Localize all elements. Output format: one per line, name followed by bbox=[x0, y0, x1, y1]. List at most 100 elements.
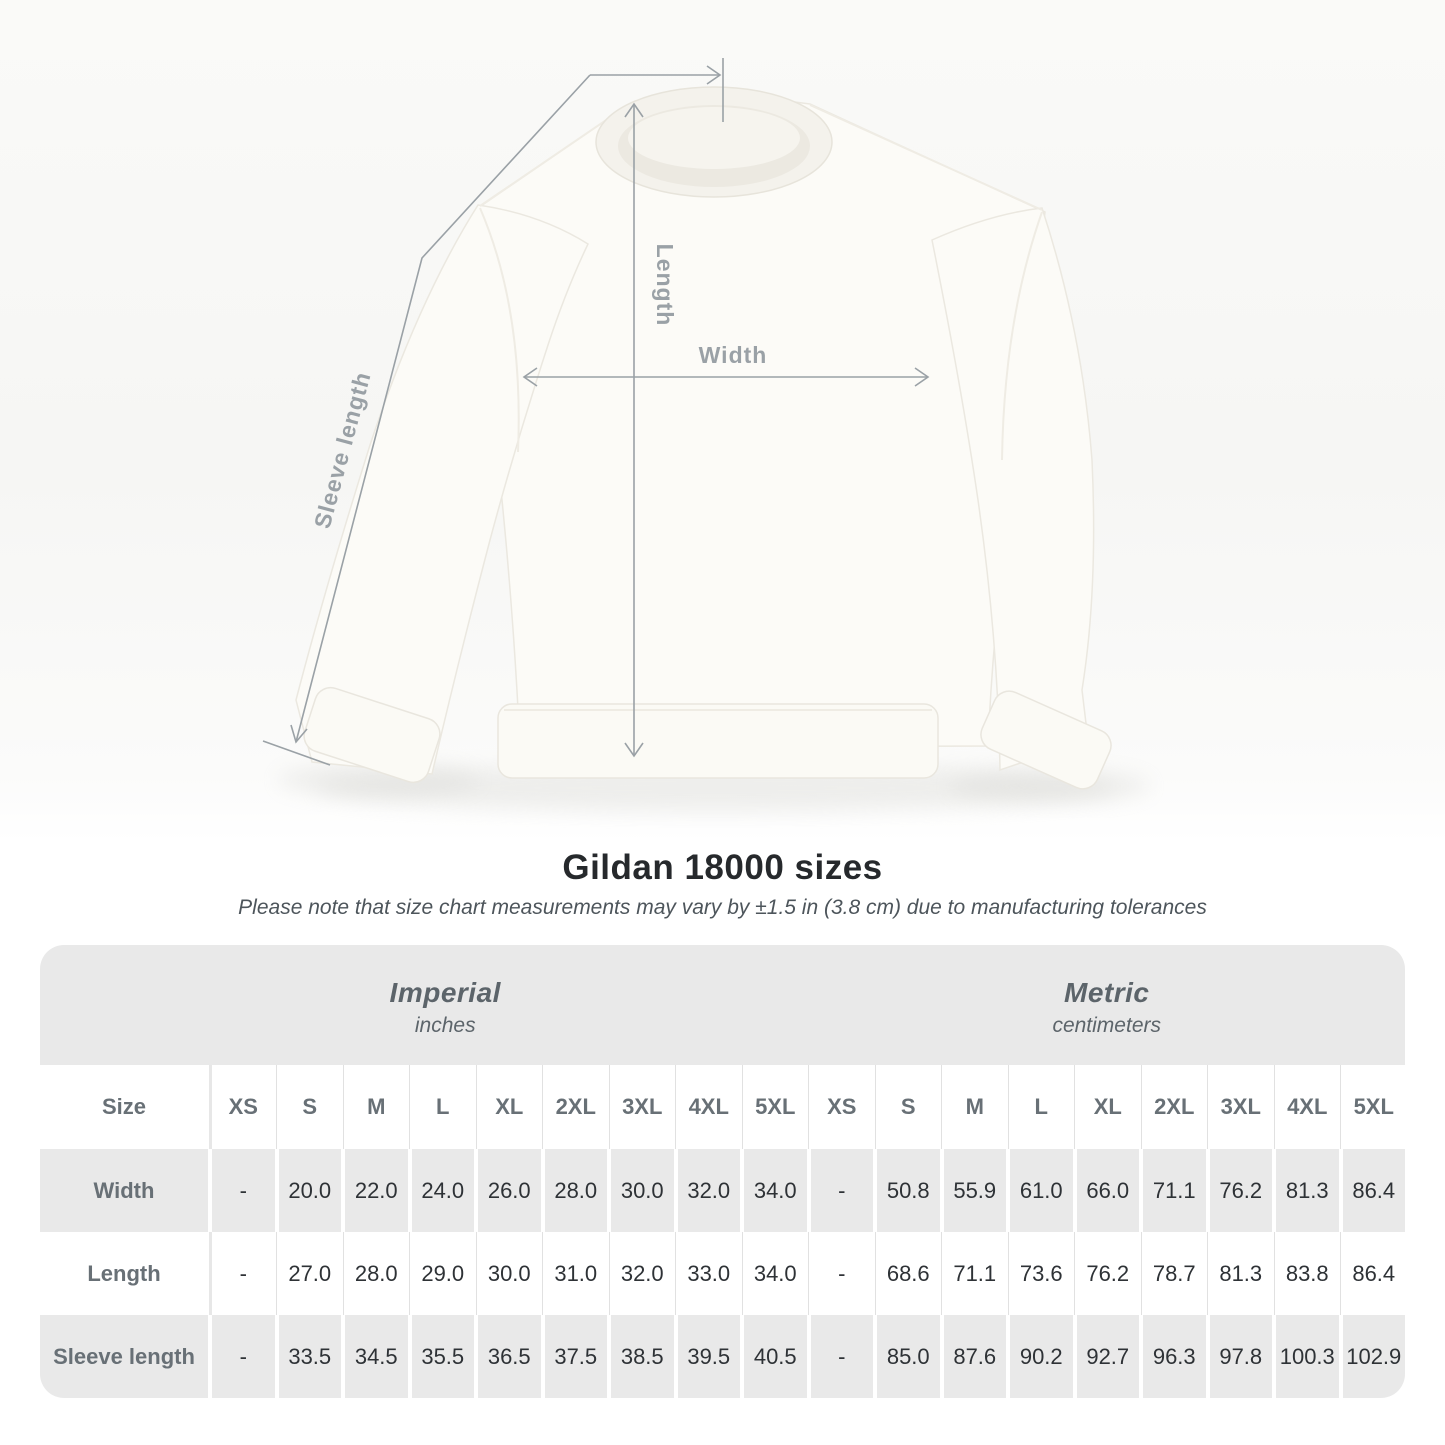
metric-value: 85.0 bbox=[877, 1315, 940, 1398]
metric-value: - bbox=[810, 1315, 873, 1398]
imperial-value: 33.5 bbox=[278, 1315, 341, 1398]
imperial-value: 22.0 bbox=[345, 1149, 408, 1232]
metric-size-header: 4XL bbox=[1276, 1065, 1341, 1149]
imperial-value: 40.5 bbox=[744, 1315, 807, 1398]
imperial-size-header: L bbox=[411, 1065, 476, 1149]
size-column-header: Size bbox=[40, 1065, 212, 1149]
imperial-value: 28.0 bbox=[544, 1149, 607, 1232]
metric-value: 87.6 bbox=[943, 1315, 1006, 1398]
sweatshirt-illustration: Length Width Sleeve length bbox=[0, 0, 1445, 842]
metric-value: 78.7 bbox=[1143, 1232, 1208, 1315]
metric-value: 100.3 bbox=[1276, 1315, 1339, 1398]
metric-size-header: 5XL bbox=[1342, 1065, 1405, 1149]
size-grid: Size XS S M L XL 2XL 3XL 4XL 5XL XS S M L XL 2XL 3XL 4XL 5… bbox=[40, 1065, 1405, 1398]
imperial-value: - bbox=[212, 1232, 277, 1315]
imperial-value: 30.0 bbox=[478, 1232, 543, 1315]
imperial-value: 33.0 bbox=[677, 1232, 742, 1315]
title-block: Gildan 18000 sizes Please note that size… bbox=[0, 848, 1445, 921]
sweatshirt-body bbox=[477, 97, 1046, 779]
metric-size-header: 2XL bbox=[1143, 1065, 1208, 1149]
imperial-size-header: 3XL bbox=[611, 1065, 676, 1149]
measurement-row: Sleeve length -33.5 34.5 35.5 36.5 37.5 38.5 39… bbox=[40, 1315, 1405, 1398]
metric-size-header: M bbox=[943, 1065, 1008, 1149]
metric-value: 55.9 bbox=[943, 1149, 1006, 1232]
metric-size-header: XL bbox=[1076, 1065, 1141, 1149]
metric-size-header: 3XL bbox=[1209, 1065, 1274, 1149]
imperial-value: 37.5 bbox=[544, 1315, 607, 1398]
metric-value: 97.8 bbox=[1209, 1315, 1272, 1398]
metric-value: 66.0 bbox=[1076, 1149, 1139, 1232]
sleeve-length-line bbox=[262, 58, 724, 766]
imperial-value: 32.0 bbox=[611, 1232, 676, 1315]
imperial-value: 27.0 bbox=[278, 1232, 343, 1315]
metric-value: 76.2 bbox=[1209, 1149, 1272, 1232]
metric-value: 73.6 bbox=[1010, 1232, 1075, 1315]
row-label: Width bbox=[40, 1149, 208, 1232]
measurement-row: Length -27.0 28.0 29.0 30.0 31.0 32.0 33.0 34.0-… bbox=[40, 1232, 1405, 1315]
imperial-value: - bbox=[212, 1149, 275, 1232]
imperial-value: 30.0 bbox=[611, 1149, 674, 1232]
metric-value: 96.3 bbox=[1143, 1315, 1206, 1398]
imperial-size-header: 5XL bbox=[744, 1065, 809, 1149]
imperial-title: Imperial bbox=[389, 976, 501, 1008]
metric-value: 50.8 bbox=[877, 1149, 940, 1232]
length-arrow bbox=[624, 102, 644, 758]
imperial-value: 35.5 bbox=[411, 1315, 474, 1398]
imperial-size-header: XS bbox=[212, 1065, 277, 1149]
imperial-value: 26.0 bbox=[478, 1149, 541, 1232]
metric-value: 86.4 bbox=[1342, 1149, 1405, 1232]
width-label: Width bbox=[699, 342, 768, 368]
metric-value: 92.7 bbox=[1076, 1315, 1139, 1398]
metric-value: 81.3 bbox=[1209, 1232, 1274, 1315]
imperial-value: 38.5 bbox=[611, 1315, 674, 1398]
metric-value: 86.4 bbox=[1342, 1232, 1405, 1315]
metric-value: 83.8 bbox=[1276, 1232, 1341, 1315]
metric-value: 71.1 bbox=[1143, 1149, 1206, 1232]
width-arrow bbox=[522, 367, 930, 387]
metric-value: - bbox=[810, 1232, 875, 1315]
metric-value: - bbox=[810, 1149, 873, 1232]
measurement-annotations bbox=[262, 58, 930, 766]
metric-value: 76.2 bbox=[1076, 1232, 1141, 1315]
row-label: Length bbox=[40, 1232, 212, 1315]
page-title: Gildan 18000 sizes bbox=[562, 848, 883, 887]
row-label: Sleeve length bbox=[40, 1315, 208, 1398]
left-cuff bbox=[303, 686, 441, 784]
imperial-value: - bbox=[212, 1315, 275, 1398]
product-measurement-diagram: Length Width Sleeve length bbox=[0, 0, 1445, 842]
imperial-value: 24.0 bbox=[411, 1149, 474, 1232]
measurement-row: Width -20.0 22.0 24.0 26.0 28.0 30.0 32.0 34.0-5… bbox=[40, 1149, 1405, 1232]
imperial-value: 34.0 bbox=[744, 1149, 807, 1232]
metric-value: 81.3 bbox=[1276, 1149, 1339, 1232]
imperial-value: 20.0 bbox=[278, 1149, 341, 1232]
imperial-value: 34.0 bbox=[744, 1232, 809, 1315]
metric-value: 68.6 bbox=[877, 1232, 942, 1315]
imperial-size-header: 2XL bbox=[544, 1065, 609, 1149]
size-table: Imperial inches Metric centimeters Size X… bbox=[40, 945, 1405, 1398]
imperial-header: Imperial inches bbox=[40, 945, 808, 1065]
metric-value: 61.0 bbox=[1010, 1149, 1073, 1232]
metric-size-header: L bbox=[1010, 1065, 1075, 1149]
imperial-value: 28.0 bbox=[345, 1232, 410, 1315]
metric-value: 71.1 bbox=[943, 1232, 1008, 1315]
imperial-value: 34.5 bbox=[345, 1315, 408, 1398]
imperial-value: 32.0 bbox=[677, 1149, 740, 1232]
metric-size-header: XS bbox=[810, 1065, 875, 1149]
right-cuff bbox=[980, 690, 1112, 790]
imperial-size-header: M bbox=[345, 1065, 410, 1149]
armhole-seams bbox=[479, 104, 1043, 461]
unit-header-band: Imperial inches Metric centimeters bbox=[40, 945, 1405, 1065]
imperial-size-header: XL bbox=[478, 1065, 543, 1149]
hem-band bbox=[497, 703, 939, 779]
tolerance-note: Please note that size chart measurements… bbox=[238, 896, 1207, 919]
metric-header: Metric centimeters bbox=[808, 945, 1405, 1065]
length-label: Length bbox=[652, 244, 678, 327]
imperial-size-header: 4XL bbox=[677, 1065, 742, 1149]
imperial-value: 29.0 bbox=[411, 1232, 476, 1315]
metric-size-header: S bbox=[877, 1065, 942, 1149]
column-header-row: Size XS S M L XL 2XL 3XL 4XL 5XL XS S M L XL 2XL 3XL 4XL 5… bbox=[40, 1065, 1405, 1149]
metric-title: Metric bbox=[1064, 976, 1150, 1008]
metric-value: 90.2 bbox=[1010, 1315, 1073, 1398]
metric-unit: centimeters bbox=[1052, 1013, 1161, 1037]
